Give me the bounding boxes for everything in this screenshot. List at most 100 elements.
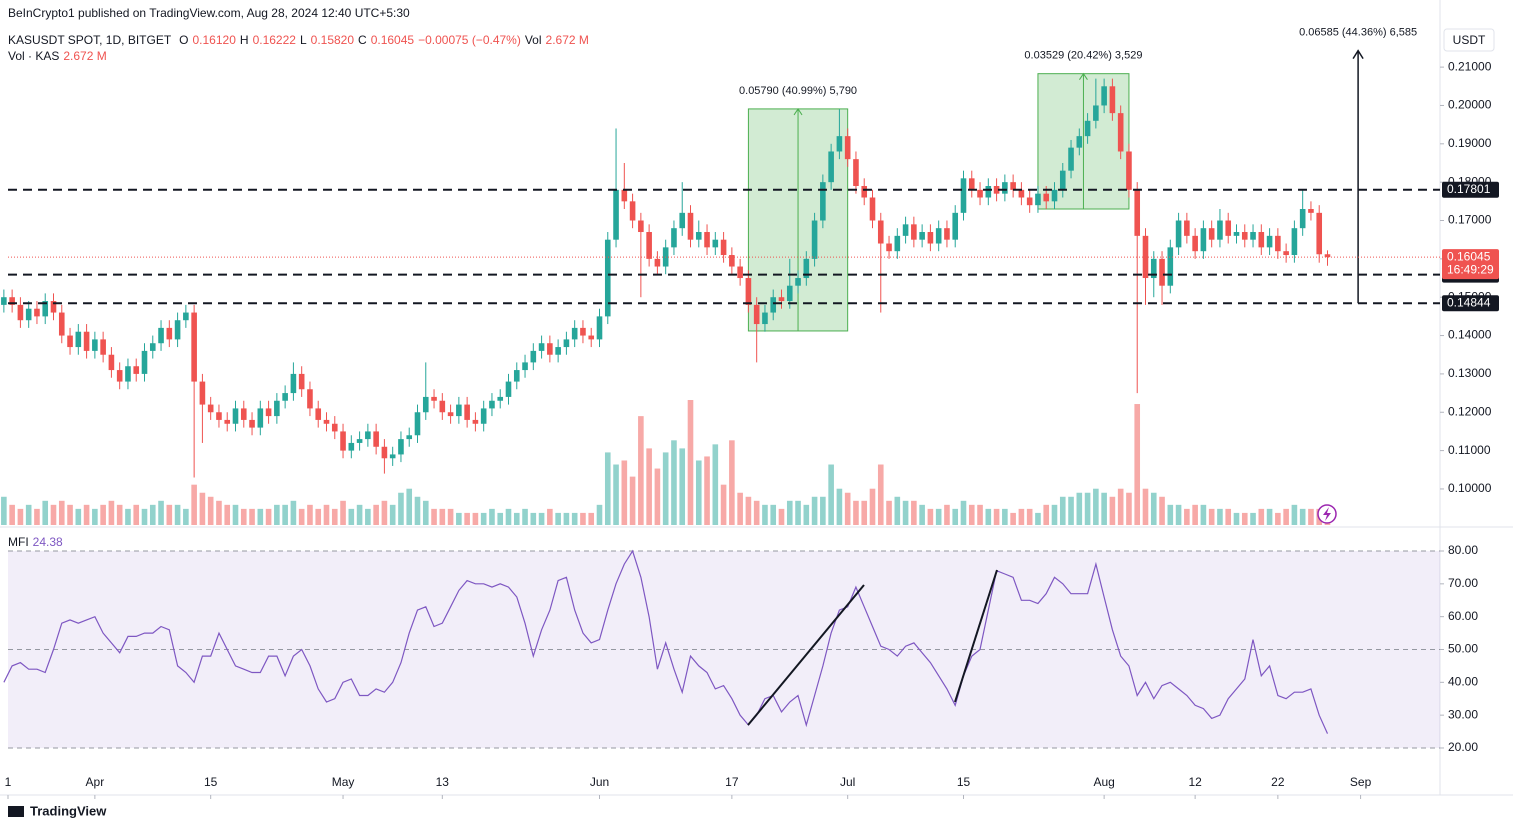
volume-bar <box>1308 508 1314 525</box>
volume-bar <box>422 500 429 525</box>
candle-body <box>1150 258 1157 279</box>
candle-body <box>274 400 280 417</box>
marks: 0.100000.110000.120000.130000.140000.150… <box>1 27 1499 799</box>
x-tick-label: 15 <box>957 775 971 789</box>
volume-bar <box>472 512 479 525</box>
candle-body <box>646 232 652 259</box>
candle-body <box>1299 209 1306 229</box>
volume-bar <box>141 508 148 525</box>
candle-body <box>638 220 644 233</box>
volume-bar <box>92 508 98 525</box>
candle-body <box>1241 232 1248 240</box>
candle-body <box>629 201 636 221</box>
candle-body <box>985 185 992 198</box>
volume-bar <box>1159 496 1165 525</box>
x-tick-label: Jul <box>840 775 855 789</box>
volume-bar <box>1117 488 1124 525</box>
candle-body <box>282 393 288 401</box>
volume-bar <box>1051 504 1058 525</box>
candle-body <box>398 439 404 455</box>
candle-body <box>125 366 131 382</box>
volume-bar <box>513 512 520 525</box>
candle-body <box>34 308 40 317</box>
candle-body <box>1308 209 1314 213</box>
candle-body <box>968 178 975 190</box>
candle-body <box>58 312 65 336</box>
volume-bar <box>480 512 487 525</box>
volume-bar <box>679 448 686 525</box>
alert-icon-bolt <box>1323 507 1331 521</box>
candle-body <box>373 431 379 447</box>
level-label-box <box>1442 181 1499 198</box>
candle-body <box>1167 247 1174 286</box>
measure-label: 0.06585 (44.36%) 6,585 <box>1299 27 1417 39</box>
candle-body <box>1250 232 1256 240</box>
volume-bar <box>224 504 231 525</box>
candle-body <box>348 442 355 451</box>
volume-bar <box>795 500 801 525</box>
symbol-line: KASUSDT SPOT, 1D, BITGET O 0.16120 H 0.16222… <box>8 33 593 47</box>
candle-body <box>786 285 793 302</box>
candle-body <box>960 178 967 213</box>
publish-line: BeInCrypto1 published on TradingView.com… <box>8 6 414 20</box>
ohlc-key: H <box>239 33 249 47</box>
volume-bar <box>977 504 983 525</box>
volume-bar <box>844 492 851 525</box>
currency-box[interactable] <box>1443 28 1495 52</box>
candle-body <box>1126 151 1132 190</box>
volume-bar <box>968 504 975 525</box>
candle-body <box>563 339 570 348</box>
y-tick-label: 0.21000 <box>1448 59 1492 73</box>
volume-bar <box>75 508 82 525</box>
candle-body <box>580 327 586 336</box>
volume-bar <box>778 508 785 525</box>
candle-body <box>389 454 396 459</box>
volume-bar <box>25 504 32 525</box>
candle-body <box>365 431 371 440</box>
candle-body <box>1192 235 1198 252</box>
candle-body <box>472 419 479 424</box>
candle-body <box>406 435 413 440</box>
candle-body <box>1093 105 1099 121</box>
volume-bar <box>67 504 73 525</box>
measure-label: 0.03529 (20.42%) 3,529 <box>1024 50 1142 62</box>
candle-body <box>1208 228 1215 240</box>
candle-body <box>307 389 313 409</box>
volume-bar <box>1217 508 1223 525</box>
volume-bar <box>290 500 297 525</box>
candle-body <box>422 396 429 413</box>
volume-bar <box>406 488 413 525</box>
volume-bar <box>1068 496 1074 525</box>
volume-bar <box>1266 508 1273 525</box>
candle-body <box>240 408 247 420</box>
candle-body <box>17 304 24 321</box>
candle-body <box>298 373 305 390</box>
candle-body <box>1035 193 1041 206</box>
volume-bar <box>927 508 934 525</box>
y-tick-label: 0.17000 <box>1448 213 1492 227</box>
volume-bar <box>571 512 578 525</box>
candle-body <box>1184 220 1190 236</box>
candle-body <box>1002 182 1008 194</box>
candle-body <box>753 304 760 325</box>
mfi-value: 24.38 <box>32 535 63 549</box>
volume-bar <box>712 444 719 525</box>
ohlc-key: L <box>299 33 307 47</box>
candle-body <box>1258 232 1265 248</box>
volume-bar <box>1291 504 1298 525</box>
candle-body <box>1275 235 1281 252</box>
volume-bar <box>1134 404 1141 525</box>
volume-bar <box>604 452 611 525</box>
volume-bar <box>952 508 959 525</box>
volume-bar <box>58 500 65 525</box>
volume-bar <box>17 508 24 525</box>
x-tick-label: 22 <box>1271 775 1285 789</box>
volume-bar <box>315 508 322 525</box>
volume-bar <box>902 500 909 525</box>
candle-body <box>464 404 470 420</box>
volume-bar <box>662 452 669 525</box>
candle-body <box>9 297 15 305</box>
candle-body <box>224 419 231 424</box>
level-label: 0.14844 <box>1447 295 1491 309</box>
volume-bar <box>1258 508 1265 525</box>
